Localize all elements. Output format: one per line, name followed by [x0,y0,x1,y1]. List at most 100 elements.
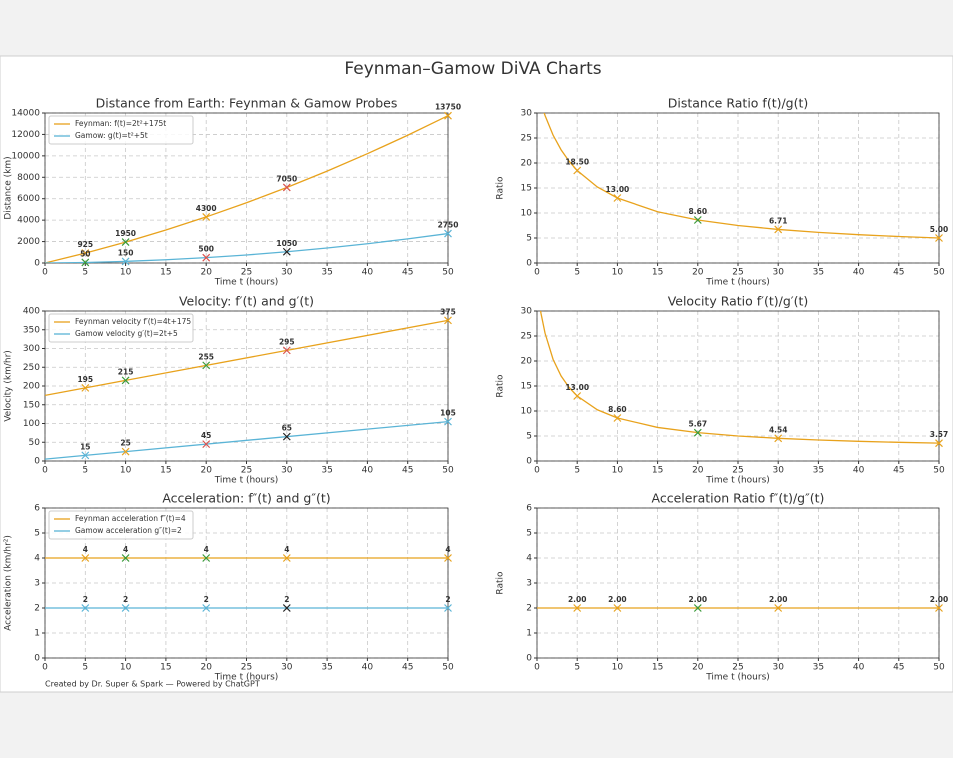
x-tick-label: 10 [612,663,624,673]
y-tick-label: 2 [526,604,532,614]
series-line [45,319,448,397]
y-tick-label: 10 [521,209,533,219]
x-tick-label: 10 [612,268,624,278]
x-tick-label: 30 [281,268,293,278]
y-tick-label: 1 [526,629,532,639]
x-tick-label: 30 [772,268,784,278]
point-marker [693,216,702,224]
point-marker [613,414,622,422]
point-marker [935,604,943,612]
chart-title: Acceleration: f″(t) and g″(t) [162,491,330,506]
y-tick-label: 0 [34,259,40,269]
x-axis-label: Time t (hours) [214,476,279,486]
y-tick-label: 2000 [17,237,40,247]
x-tick-label: 10 [612,466,624,476]
x-tick-label: 20 [200,268,212,278]
y-tick-label: 10 [521,407,533,417]
footer: Created by Dr. Super & Spark — Powered b… [45,680,260,689]
axes-frame [536,507,940,659]
x-tick-label: 45 [893,466,904,476]
y-tick-label: 5 [526,432,532,442]
data-label: 50 [80,249,90,258]
x-tick-label: 35 [321,466,332,476]
data-label: 45 [201,431,211,440]
y-tick-label: 4000 [17,216,40,226]
data-label: 500 [198,245,214,254]
data-label: 7050 [276,174,297,183]
x-tick-label: 0 [42,268,48,278]
y-tick-label: 5 [526,529,532,539]
data-label: 2 [83,595,88,604]
data-label: 2.00 [930,595,949,604]
data-label: 13.00 [565,383,589,392]
y-tick-label: 20 [521,357,533,367]
y-tick-label: 200 [23,382,40,392]
point-marker [613,604,622,612]
point-marker [935,439,943,448]
x-tick-label: 50 [442,663,454,673]
axes-frame [44,310,449,462]
x-axis-label: Time t (hours) [705,278,770,288]
point-marker [774,225,783,234]
y-tick-label: 4 [526,554,532,564]
data-label: 215 [118,367,134,376]
data-label: 65 [282,424,292,433]
x-tick-label: 30 [281,663,293,673]
x-tick-label: 50 [933,466,945,476]
point-marker [81,604,90,612]
chart-title: Velocity: f′(t) and g′(t) [179,294,314,309]
point-marker [282,183,291,192]
x-tick-label: 15 [652,268,663,278]
data-label: 13750 [435,103,461,112]
series-line [45,115,448,263]
point-marker [81,554,90,562]
legend-label: Feynman: f(t)=2t²+175t [75,119,166,128]
point-marker [444,229,452,238]
y-tick-label: 15 [521,184,532,194]
point-marker [81,249,90,258]
data-label: 5.00 [930,225,949,234]
data-label: 195 [77,375,93,384]
x-tick-label: 0 [42,663,48,673]
point-marker [202,213,211,221]
y-tick-label: 5 [526,234,532,244]
data-label: 4.54 [769,425,788,434]
x-tick-label: 15 [160,268,171,278]
y-tick-label: 50 [29,438,41,448]
data-label: 4 [123,545,128,554]
legend-label: Gamow velocity g′(t)=2t+5 [75,329,178,338]
x-tick-label: 15 [652,663,663,673]
x-tick-label: 20 [692,663,704,673]
point-marker [693,428,702,437]
data-label: 255 [198,352,214,361]
y-tick-label: 10000 [11,151,40,161]
legend-label: Gamow: g(t)=t²+5t [75,131,148,140]
x-tick-label: 0 [534,268,540,278]
point-marker [81,383,90,392]
y-tick-label: 300 [23,344,40,354]
data-label: 8.60 [689,207,708,216]
x-tick-label: 5 [82,268,88,278]
data-label: 2 [284,595,289,604]
y-tick-label: 30 [521,307,533,317]
x-tick-label: 40 [362,663,374,673]
x-tick-label: 45 [893,663,904,673]
x-tick-label: 0 [534,466,540,476]
x-tick-label: 10 [120,466,132,476]
series-line [45,232,448,263]
data-label: 2.00 [689,595,708,604]
legend-box [48,313,194,343]
x-tick-label: 15 [652,466,663,476]
x-tick-label: 20 [200,663,212,673]
y-tick-label: 2 [34,604,40,614]
y-tick-label: 20 [521,159,533,169]
y-tick-label: 250 [23,363,40,373]
data-label: 4 [204,545,209,554]
data-label: 2 [123,595,128,604]
data-label: 8.60 [608,405,627,414]
x-tick-label: 30 [772,466,784,476]
x-tick-label: 50 [442,268,454,278]
y-tick-label: 4 [34,554,40,564]
legend-box [48,115,194,145]
data-label: 25 [120,439,130,448]
